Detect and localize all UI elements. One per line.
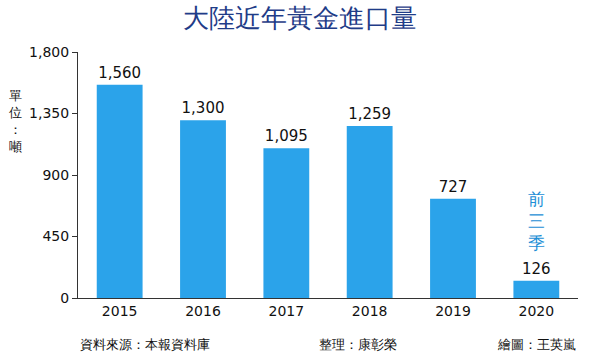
svg-text:資料來源：本報資料庫: 資料來源：本報資料庫 bbox=[80, 337, 210, 352]
svg-text:1,259: 1,259 bbox=[348, 105, 391, 123]
svg-text:大陸近年黃金進口量: 大陸近年黃金進口量 bbox=[183, 3, 417, 33]
svg-text:前三季: 前三季 bbox=[528, 189, 545, 253]
svg-text:1,095: 1,095 bbox=[265, 127, 308, 145]
svg-text:2018: 2018 bbox=[352, 303, 388, 319]
svg-text:1,350: 1,350 bbox=[29, 105, 69, 121]
svg-text:單位：噸: 單位：噸 bbox=[9, 88, 22, 154]
svg-text:2015: 2015 bbox=[102, 303, 138, 319]
svg-text:2019: 2019 bbox=[435, 303, 471, 319]
svg-text:900: 900 bbox=[42, 167, 69, 183]
svg-text:1,800: 1,800 bbox=[29, 44, 69, 60]
svg-text:2020: 2020 bbox=[519, 303, 555, 319]
svg-text:1,560: 1,560 bbox=[98, 64, 141, 82]
svg-text:2017: 2017 bbox=[269, 303, 305, 319]
svg-text:繪圖：王英嵐: 繪圖：王英嵐 bbox=[497, 337, 576, 352]
svg-text:1,300: 1,300 bbox=[182, 99, 225, 117]
svg-text:450: 450 bbox=[42, 228, 69, 244]
svg-text:0: 0 bbox=[60, 290, 69, 306]
svg-text:整理：康彰榮: 整理：康彰榮 bbox=[319, 337, 397, 352]
svg-text:2016: 2016 bbox=[185, 303, 221, 319]
svg-text:126: 126 bbox=[522, 260, 551, 278]
svg-text:727: 727 bbox=[439, 178, 468, 196]
